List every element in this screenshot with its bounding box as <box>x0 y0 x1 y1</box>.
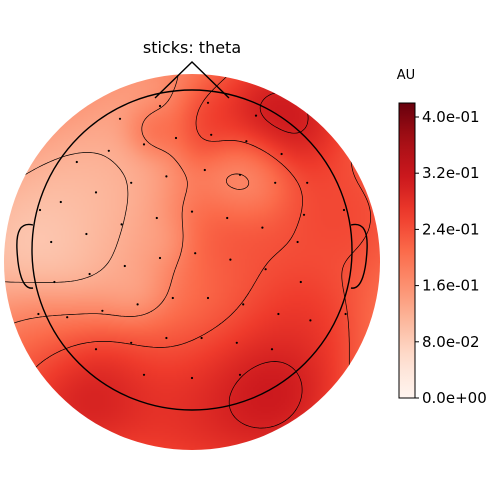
sensor-dot <box>66 316 69 319</box>
sensor-dot <box>142 373 146 376</box>
sensor-dot <box>118 117 122 120</box>
sensor-dot <box>130 181 133 184</box>
sensor-dot <box>200 336 203 340</box>
colorbar-tick-label: 8.0e-02 <box>422 333 480 351</box>
sensor-dot <box>280 152 283 156</box>
sensor-dot <box>238 373 242 376</box>
left-ear <box>16 223 34 289</box>
colorbar-tick-label: 1.6e-01 <box>422 277 480 295</box>
right-ear <box>350 223 368 289</box>
sensor-markers <box>37 101 347 380</box>
chart-title: sticks: theta <box>143 38 241 57</box>
sensor-dot <box>264 268 267 271</box>
sensor-dot <box>245 140 248 143</box>
sensor-dot <box>210 133 213 136</box>
sensor-dot <box>242 303 245 306</box>
head-circle <box>31 89 353 411</box>
sensor-dot <box>235 341 238 344</box>
sensor-dot <box>94 348 98 351</box>
colorbar-tick-label: 2.4e-01 <box>422 220 480 238</box>
sensor-dot <box>142 143 146 146</box>
sensor-dot <box>270 348 274 351</box>
sensor-dot <box>254 114 258 117</box>
sensor-dot <box>155 216 158 220</box>
sensor-dot <box>344 312 347 316</box>
sensor-dot <box>190 376 194 380</box>
sensor-dot <box>101 309 104 312</box>
sensor-dot <box>274 181 277 184</box>
sensor-dot <box>229 258 232 261</box>
sensor-dot <box>302 213 306 216</box>
sensor-dot <box>226 216 229 220</box>
sensor-dot <box>88 272 91 276</box>
sensor-dot <box>261 226 264 229</box>
sensor-dot <box>85 232 88 236</box>
sensor-dot <box>130 341 133 344</box>
sensor-dot <box>165 175 168 178</box>
sensor-dot <box>174 136 178 140</box>
head-outline <box>16 61 368 411</box>
sensor-dot <box>123 264 126 268</box>
sensor-dot <box>75 160 78 164</box>
colorbar-bar <box>398 102 416 399</box>
sensor-dot <box>194 252 197 255</box>
colorbar: AU 0.0e+00 8.0e-02 1.6e-01 2.4e-01 3.2e-01 4.… <box>397 68 487 407</box>
sensor-dot <box>50 240 53 244</box>
sensor-dot <box>309 319 312 322</box>
heatmap-image <box>4 74 380 450</box>
sensor-dot <box>38 208 42 212</box>
colorbar-unit: AU <box>397 68 415 83</box>
sensor-dot <box>53 280 56 284</box>
sensor-dot <box>277 312 280 316</box>
sensor-dot <box>37 312 40 316</box>
topomap-heatmap <box>4 74 380 450</box>
sensor-dot <box>107 149 110 152</box>
colorbar-ticks: 0.0e+00 8.0e-02 1.6e-01 2.4e-01 3.2e-01 4.0e-… <box>415 108 487 407</box>
sensor-dot <box>342 208 346 212</box>
sensor-dot <box>203 168 206 172</box>
colorbar-tick-label: 0.0e+00 <box>422 389 487 407</box>
sensor-dot <box>206 101 210 104</box>
colorbar-tick-label: 3.2e-01 <box>422 164 480 182</box>
sensor-dot <box>165 336 168 340</box>
nose <box>154 61 230 99</box>
sensor-dot <box>158 256 162 260</box>
sensor-dot <box>299 280 302 284</box>
sensor-dot <box>206 296 210 300</box>
sensor-dot <box>238 173 242 176</box>
colorbar-tick-label: 4.0e-01 <box>422 108 480 126</box>
sensor-dot <box>120 223 123 226</box>
sensor-dot <box>306 181 309 184</box>
sensor-dot <box>94 191 98 194</box>
sensor-dot <box>190 210 194 213</box>
sensor-dot <box>158 104 162 108</box>
sensor-dot <box>136 303 139 306</box>
sensor-dot <box>171 296 174 300</box>
sensor-dot <box>59 200 62 204</box>
sensor-dot <box>296 240 299 244</box>
